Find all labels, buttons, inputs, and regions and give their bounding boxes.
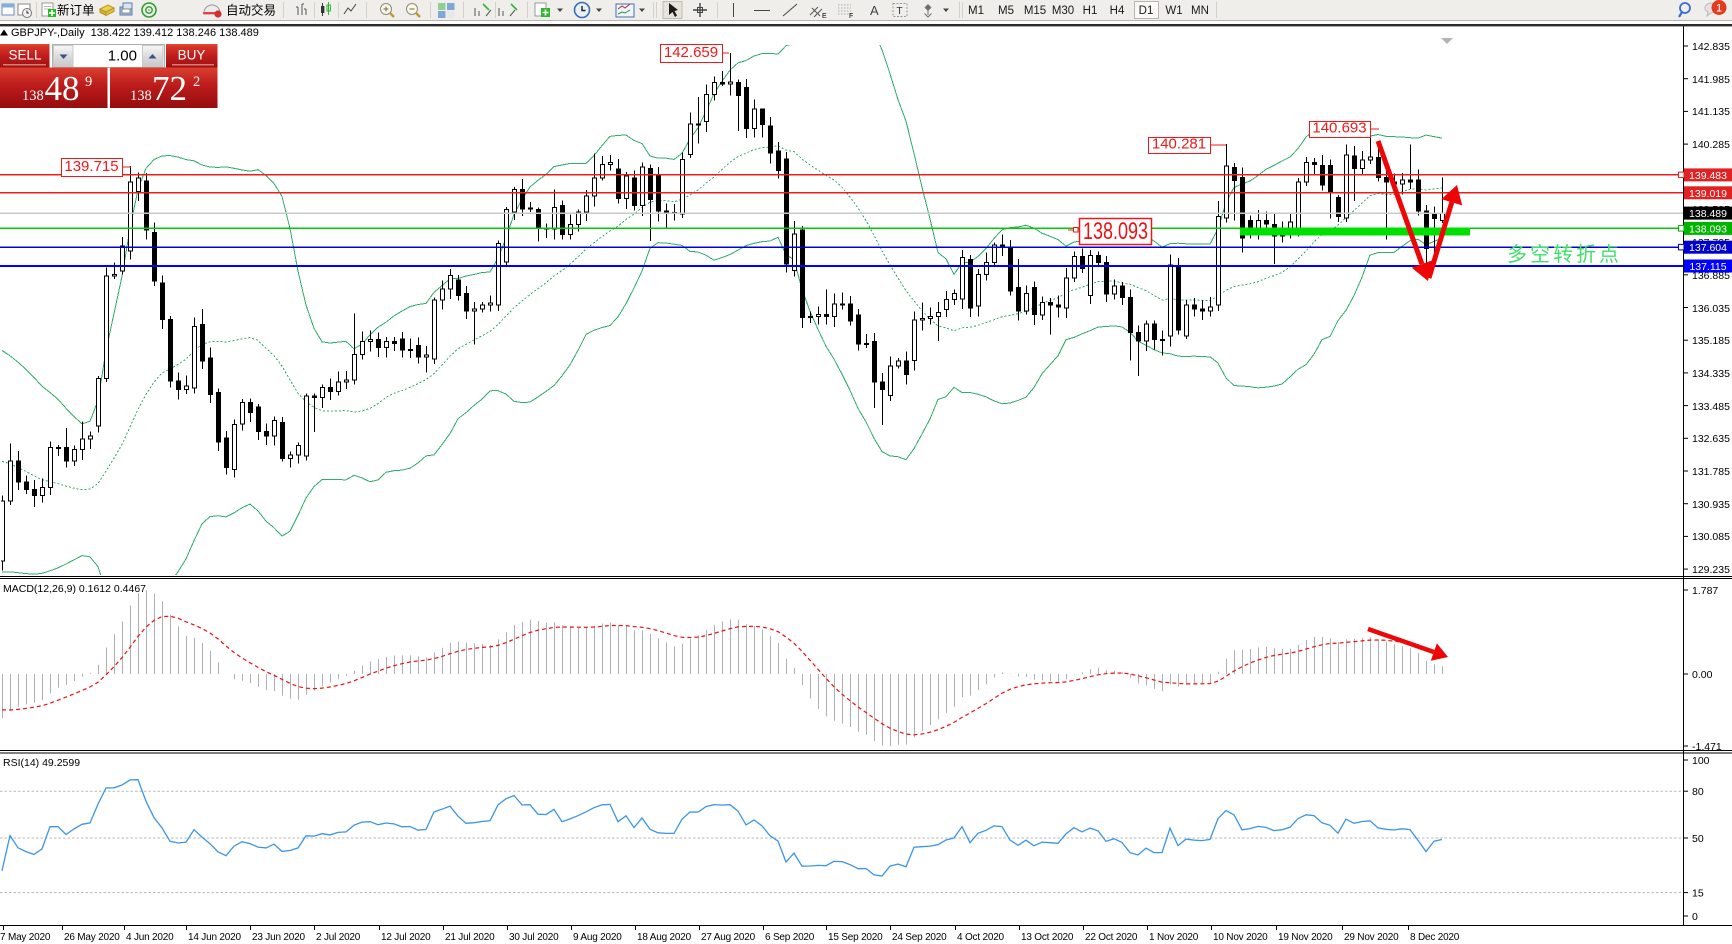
svg-text:22 Oct 2020: 22 Oct 2020 [1085,932,1138,943]
svg-text:29 Nov 2020: 29 Nov 2020 [1344,932,1399,943]
svg-text:10 Nov 2020: 10 Nov 2020 [1213,932,1268,943]
svg-text:1: 1 [1716,3,1722,15]
svg-text:135.185: 135.185 [1692,335,1730,347]
svg-text:141.135: 141.135 [1692,106,1730,118]
svg-text:100: 100 [1692,755,1710,767]
svg-text:A: A [870,3,879,18]
svg-text:新订单: 新订单 [57,3,95,18]
svg-text:2: 2 [193,74,200,90]
svg-text:129.235: 129.235 [1692,564,1730,576]
svg-text:1 Nov 2020: 1 Nov 2020 [1149,932,1199,943]
svg-text:142.835: 142.835 [1692,41,1730,53]
svg-text:24 Sep 2020: 24 Sep 2020 [892,932,947,943]
svg-text:M15: M15 [1024,5,1046,17]
svg-text:9 Aug 2020: 9 Aug 2020 [573,932,622,943]
svg-text:138.093: 138.093 [1083,218,1148,245]
svg-text:138: 138 [22,88,44,104]
svg-text:M1: M1 [968,5,984,17]
svg-text:7 May 2020: 7 May 2020 [0,932,51,943]
svg-text:130.935: 130.935 [1692,499,1730,511]
svg-text:12 Jul 2020: 12 Jul 2020 [381,932,431,943]
svg-text:0: 0 [1692,911,1698,923]
svg-text:21 Jul 2020: 21 Jul 2020 [445,932,495,943]
svg-text:M5: M5 [998,5,1014,17]
svg-text:W1: W1 [1165,5,1182,17]
svg-text:133.485: 133.485 [1692,401,1730,413]
svg-text:138: 138 [130,88,152,104]
svg-text:4 Jun 2020: 4 Jun 2020 [126,932,174,943]
svg-text:13 Oct 2020: 13 Oct 2020 [1021,932,1074,943]
svg-text:140.693: 140.693 [1312,120,1366,137]
svg-text:18 Aug 2020: 18 Aug 2020 [637,932,692,943]
svg-text:27 Aug 2020: 27 Aug 2020 [701,932,756,943]
svg-text:132.635: 132.635 [1692,433,1730,445]
svg-text:多空转折点: 多空转折点 [1507,243,1622,266]
svg-text:GBPJPY-,Daily 138.422 139.412: GBPJPY-,Daily 138.422 139.412 138.246 13… [11,27,259,39]
svg-text:BUY: BUY [178,48,206,63]
svg-text:F: F [849,13,853,20]
svg-text:138.489: 138.489 [1689,208,1727,220]
svg-text:131.785: 131.785 [1692,466,1730,478]
svg-text:23 Jun 2020: 23 Jun 2020 [252,932,305,943]
svg-text:134.335: 134.335 [1692,368,1730,380]
svg-text:19 Nov 2020: 19 Nov 2020 [1278,932,1333,943]
svg-text:MACD(12,26,9) 0.1612 0.4467: MACD(12,26,9) 0.1612 0.4467 [3,583,146,595]
svg-text:140.285: 140.285 [1692,139,1730,151]
svg-text:-1.471: -1.471 [1692,741,1722,753]
svg-text:48: 48 [45,69,80,108]
svg-text:139.715: 139.715 [64,158,118,175]
svg-text:139.483: 139.483 [1689,170,1727,182]
svg-text:141.985: 141.985 [1692,74,1730,86]
svg-text:1.787: 1.787 [1692,585,1718,597]
svg-text:130.085: 130.085 [1692,531,1730,543]
svg-text:2 Jul 2020: 2 Jul 2020 [316,932,361,943]
svg-text:MN: MN [1191,5,1209,17]
svg-text:137.115: 137.115 [1689,261,1726,273]
svg-text:138.093: 138.093 [1689,223,1727,235]
svg-text:H4: H4 [1110,5,1125,17]
svg-text:136.035: 136.035 [1692,303,1730,315]
svg-text:4 Oct 2020: 4 Oct 2020 [957,932,1005,943]
svg-text:30 Jul 2020: 30 Jul 2020 [509,932,559,943]
svg-text:137.604: 137.604 [1689,242,1727,254]
svg-text:T: T [897,6,903,17]
svg-text:26 May 2020: 26 May 2020 [64,932,120,943]
svg-text:1.00: 1.00 [108,48,137,65]
svg-text:自动交易: 自动交易 [226,3,276,18]
svg-text:6 Sep 2020: 6 Sep 2020 [765,932,815,943]
svg-text:RSI(14) 49.2599: RSI(14) 49.2599 [3,757,80,769]
svg-text:142.659: 142.659 [664,44,718,61]
svg-text:M30: M30 [1052,5,1074,17]
svg-text:D1: D1 [1139,5,1154,17]
svg-text:E: E [822,13,827,20]
svg-text:SELL: SELL [8,48,42,63]
svg-text:9: 9 [85,74,92,90]
svg-text:139.019: 139.019 [1689,188,1727,200]
svg-text:72: 72 [152,69,187,108]
svg-text:15 Sep 2020: 15 Sep 2020 [828,932,883,943]
svg-text:15: 15 [1692,888,1704,900]
svg-text:0.00: 0.00 [1692,669,1713,681]
svg-text:H1: H1 [1083,5,1098,17]
svg-text:50: 50 [1692,833,1704,845]
svg-text:140.281: 140.281 [1152,136,1206,153]
svg-text:136.885: 136.885 [1692,270,1730,282]
svg-text:8 Dec 2020: 8 Dec 2020 [1410,932,1460,943]
svg-text:80: 80 [1692,786,1704,798]
svg-text:14 Jun 2020: 14 Jun 2020 [188,932,241,943]
